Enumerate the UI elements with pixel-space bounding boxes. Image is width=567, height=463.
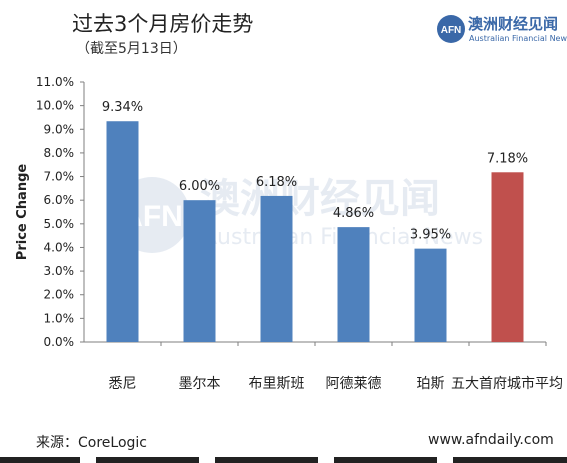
x-tick-label: 悉尼	[109, 376, 137, 392]
y-tick-label: 3.0%	[44, 264, 75, 278]
data-label: 7.18%	[487, 151, 528, 166]
x-tick-label: 珀斯	[417, 376, 445, 392]
y-tick-label: 6.0%	[44, 193, 75, 207]
y-tick-label: 10.0%	[36, 99, 74, 113]
x-tick-label: 五大首府城市平均	[451, 375, 563, 392]
logo-name-cn: 澳洲财经见闻	[468, 15, 559, 33]
chart-title: 过去3个月房价走势	[72, 12, 254, 36]
bottom-rule	[0, 457, 567, 463]
chart-subtitle: （截至5月13日）	[76, 41, 187, 57]
afn-logo: AFN 澳洲财经见闻 Australian Financial News	[436, 12, 567, 46]
bar	[491, 172, 524, 342]
x-tick-label: 布里斯班	[249, 376, 305, 392]
y-tick-label: 9.0%	[44, 122, 75, 136]
website-url: www.afndaily.com	[428, 432, 554, 448]
svg-text:澳洲财经见闻: 澳洲财经见闻	[200, 176, 440, 222]
data-label: 6.18%	[256, 175, 297, 190]
x-tick-label: 墨尔本	[179, 376, 221, 392]
y-tick-label: 8.0%	[44, 146, 75, 160]
data-label: 9.34%	[102, 100, 143, 115]
y-tick-label: 4.0%	[44, 240, 75, 254]
y-tick-label: 5.0%	[44, 217, 75, 231]
y-tick-label: 1.0%	[44, 311, 75, 325]
afn-logo-mark-icon: AFN	[437, 15, 465, 43]
bar	[106, 121, 139, 343]
bar	[260, 195, 293, 342]
bar	[414, 248, 447, 342]
y-tick-label: 7.0%	[44, 170, 75, 184]
bar	[183, 200, 216, 342]
y-axis-label: Price Change	[15, 164, 30, 261]
logo-name-en: Australian Financial News	[469, 34, 567, 43]
data-label: 4.86%	[333, 206, 374, 221]
x-tick-label: 阿德莱德	[326, 376, 382, 392]
bar-chart: AFN 澳洲财经见闻 Australian Financial News 0.0…	[15, 75, 563, 392]
y-tick-label: 2.0%	[44, 288, 75, 302]
source-note: 来源：CoreLogic	[36, 435, 147, 451]
bar	[337, 227, 370, 342]
svg-text:AFN: AFN	[441, 25, 462, 36]
data-label: 3.95%	[410, 228, 451, 243]
y-tick-label: 11.0%	[36, 75, 74, 89]
data-label: 6.00%	[179, 179, 220, 194]
y-tick-label: 0.0%	[44, 335, 75, 349]
